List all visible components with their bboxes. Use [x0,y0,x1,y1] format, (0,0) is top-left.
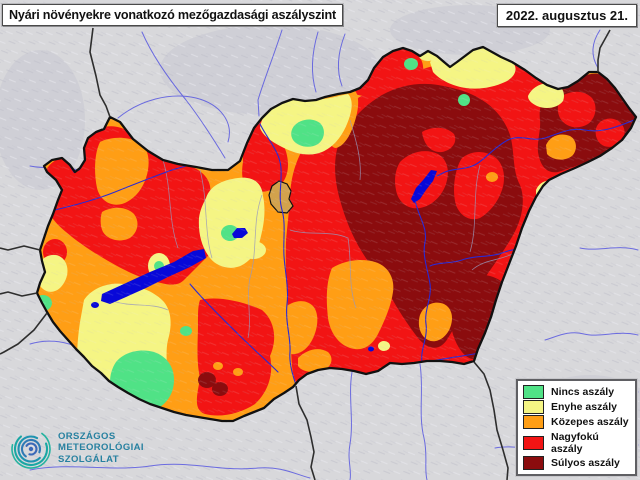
legend-row: Nagyfokú aszály [523,431,630,455]
omsz-logo: ORSZÁGOS METEOROLÓGIAI SZOLGÁLAT [10,424,144,472]
legend-row: Enyhe aszály [523,400,630,415]
legend-swatch-moderate-drought [523,415,544,430]
foreign-borders [0,27,611,480]
legend-swatch-mild-drought [523,400,544,415]
legend-swatch-high-drought [523,435,544,450]
omsz-logo-line1: ORSZÁGOS [58,430,116,442]
legend-label: Közepes aszály [551,416,629,429]
legend-swatch-no-drought [523,385,544,400]
legend-label: Nincs aszály [551,386,615,399]
legend-label: Enyhe aszály [551,401,617,414]
legend-row: Közepes aszály [523,415,630,430]
omsz-logo-line3: SZOLGÁLAT [58,453,119,465]
legend-row: Nincs aszály [523,385,630,400]
legend-label: Nagyfokú aszály [551,430,599,455]
legend-row: Súlyos aszály [523,455,630,470]
map-title: Nyári növényekre vonatkozó mezőgazdasági… [2,4,343,26]
legend: Nincs aszály Enyhe aszály Közepes aszály… [516,379,637,476]
map-date: 2022. augusztus 21. [496,4,637,27]
legend-label: Súlyos aszály [551,456,620,469]
omsz-logo-line2: METEOROLÓGIAI [58,442,144,454]
omsz-logo-spiral-icon [11,429,51,469]
legend-swatch-severe-drought [523,455,544,470]
omsz-logo-text: ORSZÁGOS METEOROLÓGIAI SZOLGÁLAT [58,431,144,466]
